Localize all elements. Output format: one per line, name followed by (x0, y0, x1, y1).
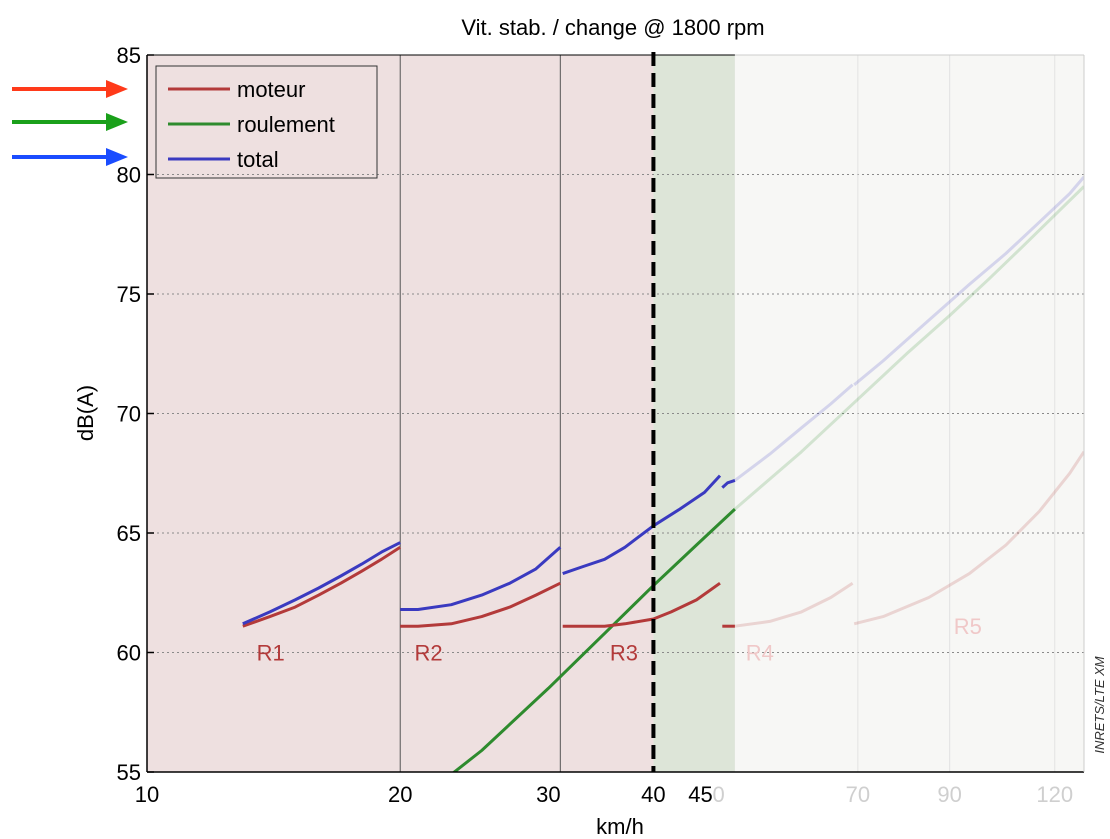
y-tick-label: 85 (117, 43, 141, 68)
y-tick-label: 80 (117, 163, 141, 188)
gear-label-r5: R5 (954, 614, 982, 639)
legend-arrows (12, 80, 128, 166)
x-tick-label: 70 (846, 782, 870, 807)
series-total (562, 474, 722, 576)
gear-label-r4: R4 (746, 641, 774, 666)
tick-labels: 55 60 65 70 75 80 85 10 20 30 40 4 5 0 70 90 120 (117, 43, 1074, 807)
x-tick-label: 90 (937, 782, 961, 807)
x-tick-label: 10 (135, 782, 159, 807)
series-total-faded (853, 175, 1084, 386)
gear-label-r3: R3 (610, 641, 638, 666)
series-moteur (242, 546, 402, 628)
x-tick-label: 4 (688, 782, 700, 807)
y-axis-label: dB(A) (73, 385, 98, 441)
chart-title: Vit. stab. / change @ 1800 rpm (461, 15, 764, 40)
axes (146, 52, 1085, 773)
legend-label-roulement: roulement (237, 112, 335, 137)
arrow-head-icon (106, 80, 128, 98)
y-tick-label: 65 (117, 521, 141, 546)
legend-box (155, 65, 378, 179)
gear-labels: R1 R2 R3 R4 R5 (257, 614, 982, 665)
series-lines (242, 175, 1084, 772)
grid (147, 55, 1084, 772)
series-total (400, 546, 562, 611)
legend-label-total: total (237, 147, 279, 172)
x-tick-label: 5 (700, 782, 712, 807)
series-total (721, 478, 736, 489)
y-tick-label: 55 (117, 760, 141, 785)
gear-label-r2: R2 (415, 641, 443, 666)
series-moteur-faded (734, 581, 854, 628)
series-moteur (400, 581, 561, 628)
y-tick-label: 60 (117, 641, 141, 666)
legend: moteur roulement total (155, 65, 378, 179)
series-moteur (562, 581, 721, 628)
gear-label-r1: R1 (257, 641, 285, 666)
series-roulement-faded (733, 185, 1084, 511)
x-axis-label: km/h (596, 814, 644, 839)
series-total-faded (733, 383, 854, 482)
x-tick-label: 120 (1036, 782, 1073, 807)
x-tick-label: 40 (641, 782, 665, 807)
series-total (242, 541, 401, 626)
x-tick-label: 30 (536, 782, 560, 807)
x-tick-label: 20 (388, 782, 412, 807)
y-tick-label: 70 (117, 402, 141, 427)
series-moteur-faded (853, 450, 1084, 626)
arrow-head-icon (106, 113, 128, 131)
legend-label-moteur: moteur (237, 77, 305, 102)
x-tick-label: 0 (712, 782, 724, 807)
y-tick-label: 75 (117, 282, 141, 307)
credit-text: INRETS/LTE XM (1092, 656, 1107, 753)
series-roulement (451, 508, 736, 772)
arrow-head-icon (106, 148, 128, 166)
